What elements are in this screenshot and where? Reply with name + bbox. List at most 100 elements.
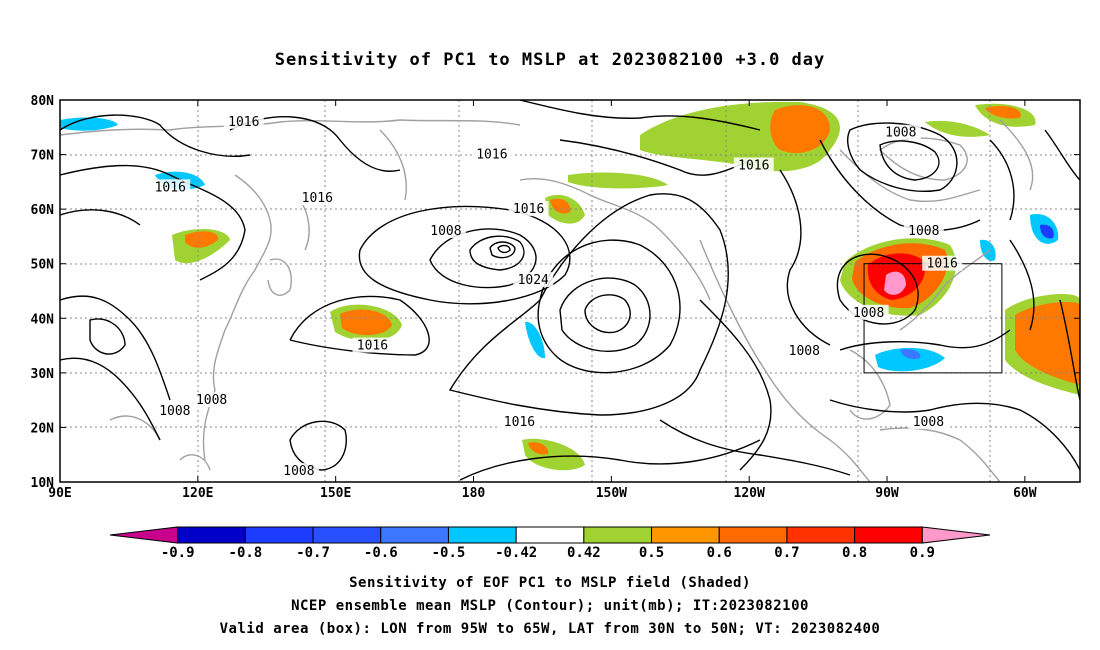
colorbar-label: 0.6: [707, 545, 732, 561]
contour-label-bg: [191, 392, 232, 408]
colorbar-label: 0.7: [774, 545, 799, 561]
contour-label: 1016: [504, 415, 535, 430]
colorbar-swatch: [177, 526, 246, 544]
footer-line-1: Sensitivity of EOF PC1 to MSLP field (Sh…: [349, 575, 751, 591]
contour-label: 1008: [430, 224, 461, 239]
lon-label: 150E: [320, 486, 351, 501]
contour-label-bg: [848, 304, 889, 320]
contour-label-bg: [150, 179, 191, 195]
contour-label: 1024: [518, 273, 549, 288]
colorbar-labels: -0.9 -0.8 -0.7 -0.6 -0.5 -0.42 0.42 0.5 0.6 0.7 0.…: [161, 545, 935, 561]
lon-label: 120W: [734, 486, 765, 501]
shade-blue-hudson: [980, 239, 996, 261]
shade-labrador-green: [925, 120, 990, 137]
colorbar-label: -0.42: [495, 545, 537, 561]
colorbar-swatch: [718, 526, 788, 544]
contour-label-bg: [425, 222, 466, 238]
latitude-axis: 80N 70N 60N 50N 40N 30N 20N 10N: [31, 94, 55, 491]
contour-label-bg: [903, 222, 944, 238]
contour-label-bg: [352, 337, 393, 353]
lon-label: 90E: [48, 486, 71, 501]
contour-labels: 1016 1016 1016 1016 1016 1008 1024 1016 1016 1008…: [150, 113, 963, 479]
colorbar-swatch: [515, 526, 585, 544]
chart-title: Sensitivity of PC1 to MSLP at 2023082100…: [274, 50, 826, 70]
contour-label: 1016: [738, 158, 769, 173]
colorbar-swatch: [854, 526, 923, 544]
shade-alaska-orange: [550, 198, 571, 214]
lat-label: 80N: [31, 94, 55, 109]
longitude-ticks: [59, 100, 1026, 482]
lat-label: 20N: [31, 421, 55, 436]
contour-label: 1016: [513, 202, 544, 217]
contour-label: 1016: [927, 257, 958, 272]
colorbar-swatch: [447, 526, 517, 544]
lat-label: 70N: [31, 149, 55, 164]
contour-label: 1008: [789, 344, 820, 359]
lon-label: 90W: [875, 486, 899, 501]
contour-label: 1008: [283, 464, 314, 479]
colorbar: [109, 526, 991, 544]
contour-label-bg: [278, 463, 319, 479]
contour-label-bg: [499, 413, 540, 429]
contour-label: 1008: [885, 126, 916, 141]
latitude-ticks: [60, 99, 1080, 483]
colorbar-label: 0.8: [842, 545, 867, 561]
contour-label: 1016: [476, 148, 507, 163]
colorbar-swatch: [786, 526, 856, 544]
contour-label-bg: [471, 146, 512, 162]
mslp-contours: [60, 100, 1080, 481]
colorbar-label: -0.5: [432, 545, 466, 561]
shade-blue-pacific: [525, 321, 545, 359]
colorbar-label: 0.5: [639, 545, 664, 561]
contour-label-bg: [880, 124, 921, 140]
contour-label: 1016: [155, 180, 186, 195]
lon-label: 180: [462, 486, 486, 501]
contour-label: 1016: [357, 339, 388, 354]
shade-arctic-orange: [770, 105, 830, 154]
shade-china-orange: [185, 231, 219, 248]
colorbar-swatch: [312, 526, 382, 544]
shade-northeast-us-pink: [884, 271, 906, 295]
contour-label: 1008: [196, 393, 227, 408]
footer-line-3: Valid area (box): LON from 95W to 65W, L…: [219, 621, 881, 637]
shade-blue-east-us: [875, 347, 945, 372]
contour-label: 1008: [913, 415, 944, 430]
colorbar-swatch: [109, 526, 179, 544]
lon-label: 120E: [182, 486, 213, 501]
shade-bering-green: [568, 172, 668, 189]
colorbar-label: 0.9: [910, 545, 935, 561]
lon-label: 60W: [1013, 486, 1037, 501]
contour-label-bg: [223, 113, 264, 129]
colorbar-swatch: [921, 526, 991, 544]
longitude-axis: 90E 120E 150E 180 150W 120W 90W 60W: [48, 486, 1037, 501]
lat-label: 60N: [31, 203, 55, 218]
plot-frame: [59, 99, 1081, 483]
colorbar-label: -0.9: [161, 545, 195, 561]
colorbar-swatch: [244, 526, 314, 544]
shade-blue-atlantic-dark: [1040, 224, 1054, 239]
shade-blue-west: [60, 117, 118, 131]
contour-label-bg: [154, 403, 195, 419]
colorbar-label: -0.6: [364, 545, 398, 561]
colorbar-label: -0.8: [229, 545, 263, 561]
colorbar-label: -0.7: [296, 545, 330, 561]
lon-label: 150W: [596, 486, 627, 501]
contour-label-bg: [297, 190, 338, 206]
contour-label: 1016: [228, 115, 259, 130]
lat-label: 30N: [31, 367, 55, 382]
colorbar-swatch: [651, 526, 720, 544]
lat-label: 40N: [31, 312, 55, 327]
contour-label-bg: [922, 255, 963, 271]
contour-label: 1008: [908, 224, 939, 239]
contour-label-bg: [908, 413, 949, 429]
colorbar-label: 0.42: [567, 545, 601, 561]
lat-label: 50N: [31, 258, 55, 273]
shade-pacific-orange: [528, 442, 549, 455]
contour-label-bg: [733, 157, 774, 173]
shade-kuroshio-orange: [340, 309, 392, 336]
contour-label: 1016: [302, 191, 333, 206]
shade-nefar-orange: [985, 106, 1021, 119]
colorbar-swatch: [583, 526, 653, 544]
shade-blue-east-us-dark: [900, 349, 921, 360]
